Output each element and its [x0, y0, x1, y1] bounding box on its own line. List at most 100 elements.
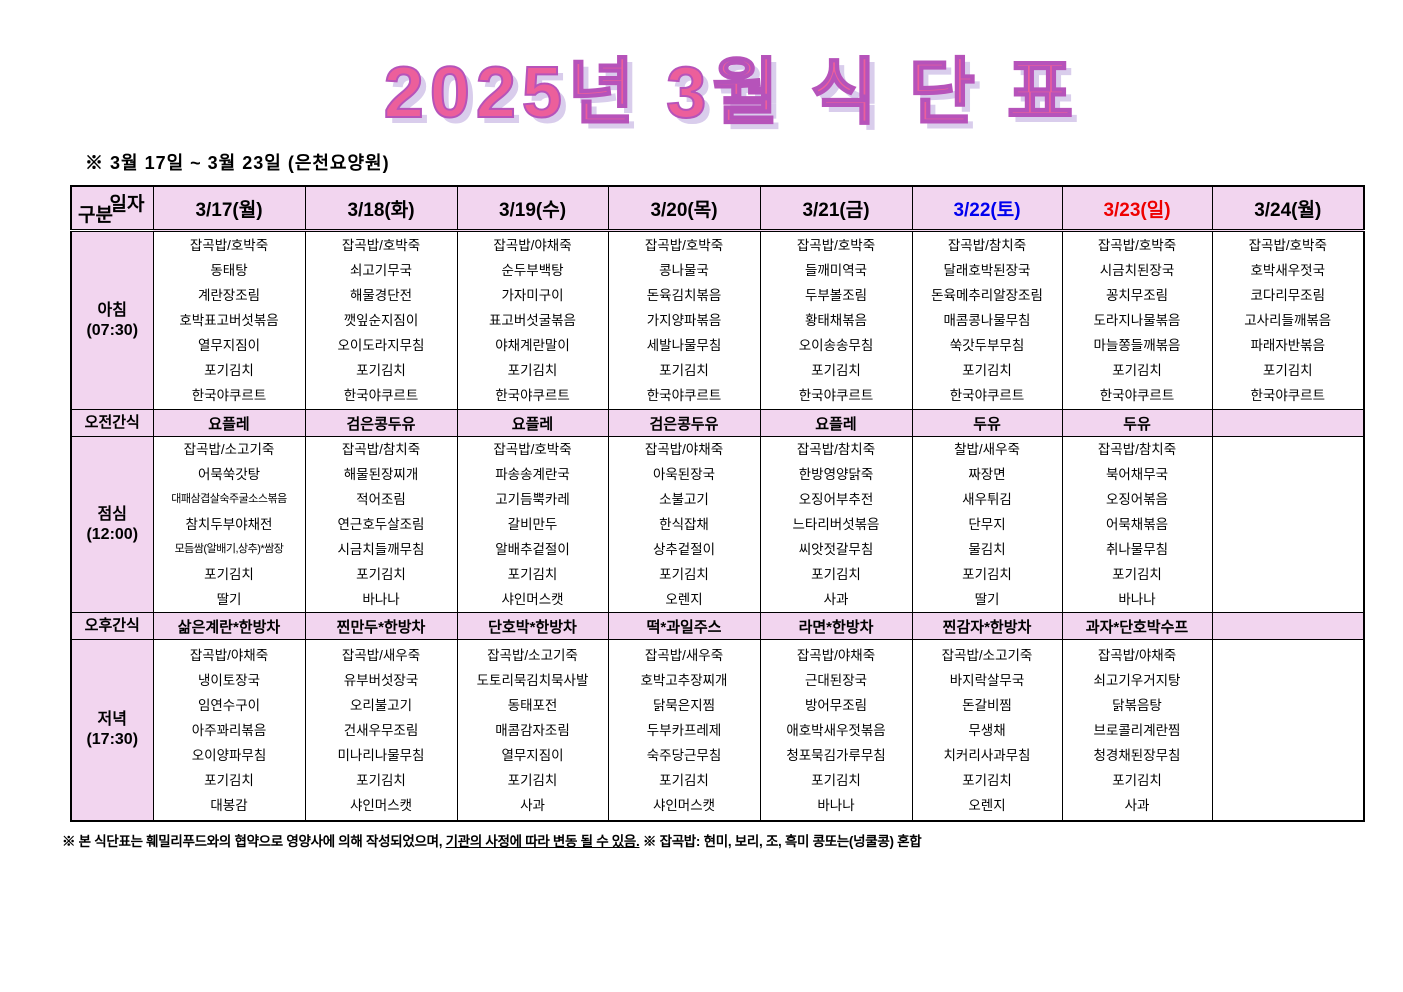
meal-item: 계란장조림	[197, 288, 261, 304]
meal-item: 야채계란말이	[495, 338, 570, 354]
snack-cell: 두유	[1061, 409, 1213, 438]
meal-item: 포기김치	[507, 363, 558, 379]
meal-item: 포기김치	[659, 567, 709, 583]
meal-item: 아욱된장국	[652, 467, 716, 483]
meal-item: 해물경단전	[349, 288, 413, 304]
meal-item: 잡곡밥/호박죽	[1097, 238, 1177, 254]
day-header-sat22: 3/22(토)	[911, 185, 1063, 233]
snack-cell	[1211, 612, 1365, 641]
row-label: 오전간식	[70, 409, 154, 438]
snack-row: 오후간식 삶은계란*한방차 찐만두*한방차 단호박*한방차 떡*과일주스 라면*한방차 찐감…	[70, 612, 1365, 641]
meal-cell	[1211, 639, 1365, 822]
meal-item: 잡곡밥/소고기죽	[487, 647, 578, 663]
day-header-sun23: 3/23(일)	[1061, 185, 1213, 233]
meal-cell: 잡곡밥/호박죽 동태탕 계란장조림 호박표고버섯볶음 열무지짐이 포기김치 한국야쿠르트	[152, 230, 306, 411]
meal-item: 시금치들깨무침	[337, 542, 425, 558]
meal-item: 잡곡밥/소고기죽	[183, 442, 275, 458]
meal-item: 열무지짐이	[197, 338, 261, 354]
day-header-wed19: 3/19(수)	[456, 185, 609, 233]
meal-item: 건새우무조림	[343, 722, 419, 738]
meal-item: 오렌지	[968, 797, 1006, 813]
meal-item: 한국야쿠르트	[1250, 388, 1326, 404]
row-label: 점심 (12:00)	[70, 436, 154, 614]
meal-item: 잡곡밥/호박죽	[341, 238, 421, 254]
meal-item: 가자미구이	[501, 288, 564, 304]
day-header-mon17: 3/17(월)	[152, 185, 306, 233]
dinner-row: 저녁 (17:30) 잡곡밥/야채죽 냉이토장국 임연수구이 아주꽈리볶음 오이양파무침 포…	[70, 639, 1365, 822]
meal-item: 돈육김치볶음	[646, 288, 722, 304]
meal-item: 포기김치	[1112, 567, 1162, 583]
meal-cell: 잡곡밥/야채죽 쇠고기우거지탕 닭볶음탕 브로콜리계란찜 청경채된장무침 포기김치 사과	[1061, 639, 1213, 822]
meal-item: 잡곡밥/호박죽	[1248, 238, 1327, 254]
corner-label-date: 일자	[109, 193, 145, 215]
meal-item: 잡곡밥/야채죽	[644, 442, 724, 458]
meal-item: 포기김치	[1112, 363, 1162, 379]
footer-note: ※ 본 식단표는 훼밀리푸드와의 협약으로 영양사에 의해 작성되었으며, 기관…	[62, 830, 1403, 850]
meal-item: 방어무조림	[804, 697, 868, 713]
meal-item: 사과	[520, 797, 545, 813]
meal-item: 포기김치	[962, 363, 1012, 379]
meal-item: 무생채	[968, 722, 1006, 738]
snack-cell: 검은콩두유	[607, 409, 761, 438]
meal-item: 새우튀김	[962, 492, 1012, 508]
footer-note-underlined: 기관의 사정에 따라 변동 될 수 있음.	[445, 833, 640, 849]
meal-item: 잡곡밥/야채죽	[189, 647, 269, 663]
menu-table-body: 일자 구분 3/17(월) 3/18(화) 3/19(수) 3/20(목) 3/…	[70, 185, 1365, 822]
day-header-thu20: 3/20(목)	[607, 185, 761, 233]
meal-cell: 잡곡밥/참치죽 한방영양닭죽 오징어부추전 느타리버섯볶음 씨앗젓갈무침 포기김치 사과	[759, 436, 913, 614]
meal-item: 파송송계란국	[495, 467, 570, 483]
meal-item: 들깨미역국	[804, 263, 868, 279]
meal-item: 황태채볶음	[804, 313, 868, 329]
meal-item: 잡곡밥/소고기죽	[941, 647, 1033, 663]
meal-item: 근대된장국	[804, 672, 868, 688]
meal-item: 취나물무침	[1105, 542, 1169, 558]
day-header-mon24: 3/24(월)	[1211, 185, 1365, 233]
meal-item: 매콤콩나물무침	[943, 313, 1031, 329]
page-title: 2025년 3월 식 단 표	[383, 52, 1080, 134]
meal-item: 쇠고기우거지탕	[1093, 672, 1181, 688]
meal-item: 브로콜리계란찜	[1093, 722, 1181, 738]
meal-cell: 잡곡밥/소고기죽 도토리묵김치묵사발 동태포전 매콤감자조림 열무지짐이 포기김치 사과	[456, 639, 609, 822]
meal-item: 돈육메추리알장조림	[931, 288, 1043, 304]
meal-item: 포기김치	[356, 772, 406, 788]
meal-item: 한국야쿠르트	[949, 388, 1025, 404]
meal-item: 포기김치	[1112, 772, 1162, 788]
meal-item: 대패삼겹살숙주굴소스볶음	[171, 493, 287, 506]
meal-item: 포기김치	[356, 567, 406, 583]
meal-item: 한국야쿠르트	[798, 388, 874, 404]
meal-cell: 잡곡밥/호박죽 파송송계란국 고기듬뿍카레 갈비만두 알배추겉절이 포기김치 샤인머스캣	[456, 436, 609, 614]
snack-cell: 라면*한방차	[759, 612, 913, 641]
meal-item: 한방영양닭죽	[798, 467, 874, 483]
meal-item: 청경채된장무침	[1093, 747, 1181, 763]
snack-cell	[1211, 409, 1365, 438]
day-header-fri21: 3/21(금)	[759, 185, 913, 233]
meal-item: 포기김치	[204, 363, 254, 379]
meal-cell	[1211, 436, 1365, 614]
snack-cell: 삶은계란*한방차	[152, 612, 306, 641]
snack-cell: 찐감자*한방차	[911, 612, 1063, 641]
meal-item: 잡곡밥/새우죽	[644, 647, 724, 663]
meal-item: 도라지나물볶음	[1093, 313, 1181, 329]
meal-cell: 잡곡밥/새우죽 호박고추장찌개 닭묵은지찜 두부카프레제 숙주당근무침 포기김치 샤인머스캣	[607, 639, 761, 822]
meal-cell: 잡곡밥/야채죽 아욱된장국 소불고기 한식잡채 상추겉절이 포기김치 오렌지	[607, 436, 761, 614]
snack-cell: 요플레	[152, 409, 306, 438]
meal-item: 대봉감	[210, 797, 248, 813]
meal-item: 닭묵은지찜	[652, 697, 716, 713]
meal-item: 포기김치	[811, 567, 861, 583]
meal-item: 적어조림	[356, 492, 406, 508]
meal-item: 포기김치	[962, 567, 1012, 583]
meal-cell: 잡곡밥/새우죽 유부버섯장국 오리불고기 건새우무조림 미나리나물무침 포기김치 샤인머스캣	[304, 639, 458, 822]
meal-item: 코다리무조림	[1250, 288, 1326, 304]
meal-item: 표고버섯굴볶음	[489, 313, 576, 329]
meal-item: 한국야쿠르트	[646, 388, 722, 404]
meal-item: 고기듬뿍카레	[495, 492, 570, 508]
meal-item: 가지양파볶음	[646, 313, 722, 329]
date-range-subtitle: ※ 3월 17일 ~ 3월 23일 (은천요양원)	[85, 152, 390, 173]
meal-item: 쇠고기무국	[349, 263, 413, 279]
meal-cell: 잡곡밥/참치죽 달래호박된장국 돈육메추리알장조림 매콤콩나물무침 쑥갓두부무침 포기김치…	[911, 230, 1063, 411]
meal-item: 바지락살무국	[949, 672, 1025, 688]
snack-cell: 요플레	[456, 409, 609, 438]
meal-item: 오이송송무침	[798, 338, 874, 354]
meal-item: 사과	[1124, 797, 1150, 813]
meal-item: 청포묵김가루무침	[786, 747, 886, 763]
